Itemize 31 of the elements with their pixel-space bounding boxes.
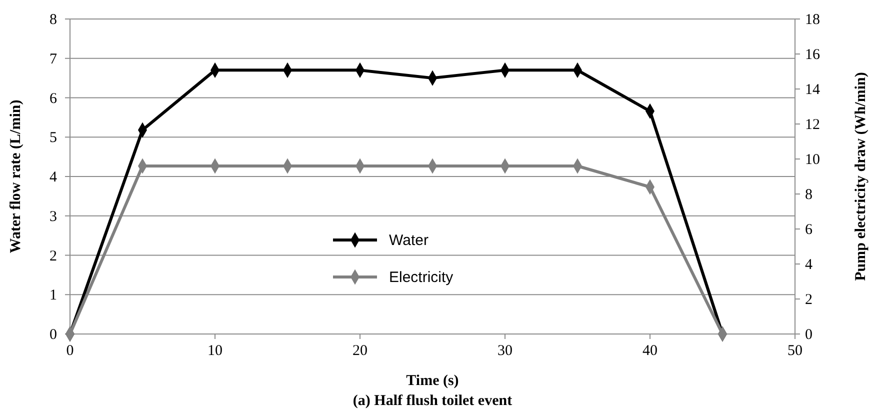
y-tick-label: 5: [50, 130, 57, 146]
y-tick-label: 4: [50, 170, 58, 186]
x-tick-label: 50: [788, 343, 802, 359]
y2-tick-label: 18: [805, 12, 820, 28]
y2-tick-label: 8: [805, 187, 812, 203]
x-tick-label: 30: [498, 343, 512, 359]
y2-tick-label: 14: [805, 82, 820, 98]
y2-axis-title: Pump electricity draw (Wh/min): [853, 72, 869, 281]
y2-tick-label: 0: [805, 327, 812, 343]
legend-label: Water: [389, 232, 428, 249]
y2-tick-label: 10: [805, 152, 820, 168]
y-tick-label: 3: [50, 208, 57, 225]
y2-tick-label: 12: [805, 117, 820, 133]
y-tick-label: 8: [50, 12, 57, 28]
y-tick-label: 0: [50, 327, 57, 343]
text: (a) Half flush toilet event: [352, 393, 512, 409]
x-tick-label: 10: [208, 343, 222, 359]
y-tick-label: 2: [50, 248, 57, 264]
y2-tick-label: 6: [805, 222, 813, 238]
y-tick-label: 7: [50, 51, 58, 68]
y2-tick-label: 2: [805, 292, 812, 308]
x-tick-label: 0: [66, 343, 74, 359]
y-tick-label: 1: [50, 288, 57, 304]
y-tick-label: 6: [50, 90, 58, 107]
x-axis-title: Time (s): [406, 373, 459, 389]
legend-label: Electricity: [389, 269, 454, 286]
y2-tick-label: 16: [805, 47, 820, 63]
x-tick-label: 40: [642, 343, 658, 359]
x-tick-label: 20: [352, 343, 368, 359]
y2-tick-label: 4: [805, 257, 813, 273]
y-axis-title: Water flow rate (L/min): [8, 100, 24, 254]
